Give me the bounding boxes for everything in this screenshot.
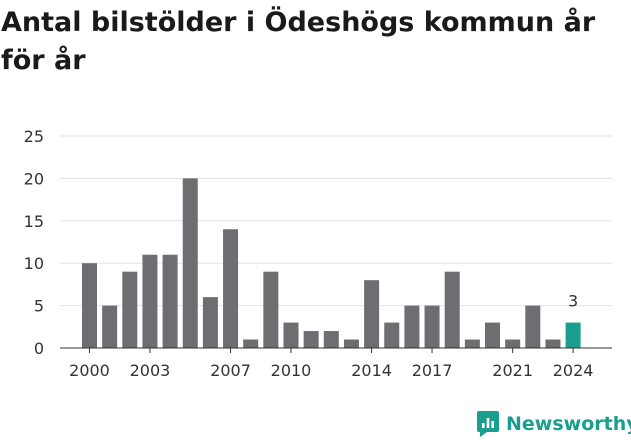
newsworthy-logo: Newsworthy [476,408,631,440]
bar-2017 [424,305,440,348]
bar-2018 [444,271,460,348]
bar-2003 [142,254,158,348]
y-tick-label: 10 [24,254,44,273]
bar-2022 [525,305,541,348]
x-tick-label: 2014 [351,361,392,380]
bar-2016 [404,305,420,348]
bar-2014 [364,280,380,348]
bar-2005 [182,178,198,348]
x-tick-label: 2024 [553,361,594,380]
bar-2008 [243,339,259,348]
bar-2019 [464,339,480,348]
x-tick-label: 2003 [130,361,171,380]
bar-2020 [485,322,500,348]
bar-2023 [545,339,561,348]
bar-2024 [565,322,581,348]
bar-2015 [384,322,400,348]
bar-2021 [505,339,521,348]
data-label-2024: 3 [568,292,578,311]
x-axis-ticks: 2000 2003 2007 2010 2014 2017 2021 2024 [69,348,593,380]
bar-2007 [223,229,239,348]
x-tick-label: 2000 [69,361,110,380]
y-axis-labels: 0 5 10 15 20 25 [24,127,44,358]
x-tick-label: 2021 [492,361,533,380]
bar-2002 [122,271,138,348]
newsworthy-logo-icon [477,411,499,437]
bar-2004 [162,254,178,348]
x-tick-label: 2017 [412,361,453,380]
y-tick-label: 0 [34,339,44,358]
y-tick-label: 5 [34,297,44,316]
bar-2010 [283,322,299,348]
bar-2012 [323,331,339,348]
y-tick-label: 15 [24,212,44,231]
bar-2000 [82,263,97,348]
bar-2006 [202,297,218,348]
bar-2001 [102,305,118,348]
x-tick-label: 2007 [210,361,251,380]
bars [82,178,581,348]
y-tick-label: 25 [24,127,44,146]
bar-2011 [303,331,319,348]
y-tick-label: 20 [24,169,44,188]
chart-title: Antal bilstölder i Ödeshögs kommun år fö… [1,7,596,76]
x-tick-label: 2010 [271,361,312,380]
bar-2013 [343,339,359,348]
data-labels: 3 [568,292,578,311]
bar-2009 [263,271,279,348]
newsworthy-logo-text: Newsworthy [506,413,631,435]
